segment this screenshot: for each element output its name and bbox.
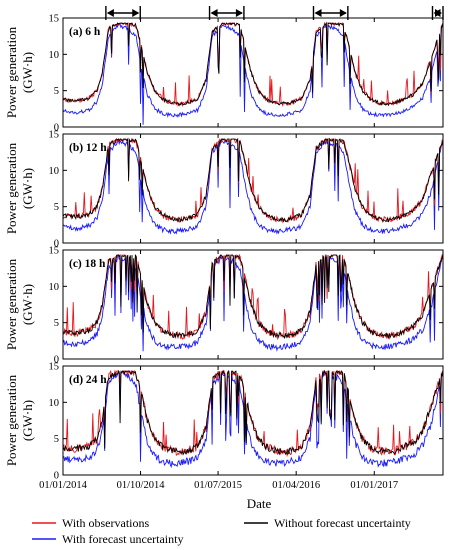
y-tick-label: 5 — [54, 202, 59, 213]
series-without-uncertainty — [62, 369, 444, 456]
y-axis-title: Power generation — [4, 258, 19, 350]
span-arrowhead-left — [314, 9, 322, 17]
y-axis-title: Power generation — [4, 26, 19, 118]
y-tick-label: 15 — [49, 14, 60, 25]
series-observations — [62, 137, 443, 224]
x-tick-label: 01/01/2017 — [350, 480, 398, 491]
legend-label-forecast-uncertainty: With forecast uncertainty — [62, 532, 183, 546]
span-arrowhead-right — [132, 9, 140, 17]
wet-season-span-4 — [431, 6, 444, 20]
series-without-uncertainty — [62, 21, 444, 107]
panel-label: (d) 24 h — [69, 374, 107, 386]
plot-frame — [62, 365, 444, 476]
panel-1: 0 5 10 15 (a) 6 h Power generation (GW·h) — [4, 6, 444, 134]
y-tick-label: 10 — [49, 50, 60, 61]
x-tick-label: 01/04/2016 — [272, 480, 320, 491]
series-observations — [62, 21, 444, 108]
y-tick-label: 0 — [54, 471, 59, 482]
panel-label: (a) 6 h — [69, 26, 101, 38]
panel-label: (b) 12 h — [69, 142, 107, 154]
panel-3: 0 5 10 15 (c) 18 h Power generation (GW·h) — [4, 246, 444, 366]
series-without-uncertainty — [62, 254, 444, 340]
y-tick-label: 0 — [54, 123, 59, 134]
series-forecast-uncertainty — [62, 253, 444, 352]
y-axis-unit: (GW·h) — [20, 168, 35, 209]
y-tick-label: 10 — [49, 398, 60, 409]
wet-season-span-3 — [312, 6, 349, 20]
plot-frame — [62, 133, 444, 244]
y-tick-label: 5 — [54, 86, 59, 97]
y-tick-label: 5 — [54, 318, 59, 329]
series-observations — [62, 369, 444, 458]
y-axis-unit: (GW·h) — [20, 400, 35, 441]
y-axis-title: Power generation — [4, 374, 19, 466]
x-tick-label: 01/07/2015 — [194, 480, 242, 491]
y-axis-title: Power generation — [4, 142, 19, 234]
y-tick-label: 15 — [49, 130, 60, 141]
y-tick-label: 15 — [49, 362, 60, 373]
series-forecast-uncertainty — [62, 370, 444, 469]
span-arrowhead-left — [210, 9, 218, 17]
plot-frame — [62, 17, 444, 128]
span-arrowhead-left — [106, 9, 114, 17]
span-arrowhead-right — [435, 9, 442, 17]
wet-season-span-1 — [105, 6, 141, 20]
plot-frame — [62, 249, 444, 360]
y-tick-label: 10 — [49, 166, 60, 177]
series-without-uncertainty — [62, 137, 444, 223]
x-tick-label: 01/01/2014 — [39, 480, 88, 491]
y-tick-label: 5 — [54, 434, 59, 445]
legend-label-without-uncertainty: Without forecast uncertainty — [274, 516, 411, 530]
y-tick-label: 0 — [54, 355, 59, 366]
legend: With observations With forecast uncertai… — [32, 516, 411, 546]
x-tick-label: 01/10/2014 — [117, 480, 166, 491]
wet-season-span-2 — [208, 6, 245, 20]
y-axis-unit: (GW·h) — [20, 284, 35, 325]
y-axis-unit: (GW·h) — [20, 52, 35, 93]
legend-label-observations: With observations — [62, 516, 150, 530]
panel-4: 0 5 10 15 01/01/2014 01/10/2014 01/07/2015 01/0… — [4, 362, 444, 491]
series-forecast-uncertainty — [62, 138, 444, 235]
panel-2: 0 5 10 15 (b) 12 h Power generation (GW·h) — [4, 130, 444, 250]
y-tick-label: 15 — [49, 246, 60, 257]
y-tick-label: 0 — [54, 239, 59, 250]
panel-label: (c) 18 h — [69, 258, 106, 270]
span-arrowhead-right — [339, 9, 347, 17]
x-axis-title: Date — [247, 496, 272, 511]
series-forecast-uncertainty — [62, 22, 444, 125]
span-arrowhead-right — [235, 9, 243, 17]
y-tick-label: 10 — [49, 282, 60, 293]
